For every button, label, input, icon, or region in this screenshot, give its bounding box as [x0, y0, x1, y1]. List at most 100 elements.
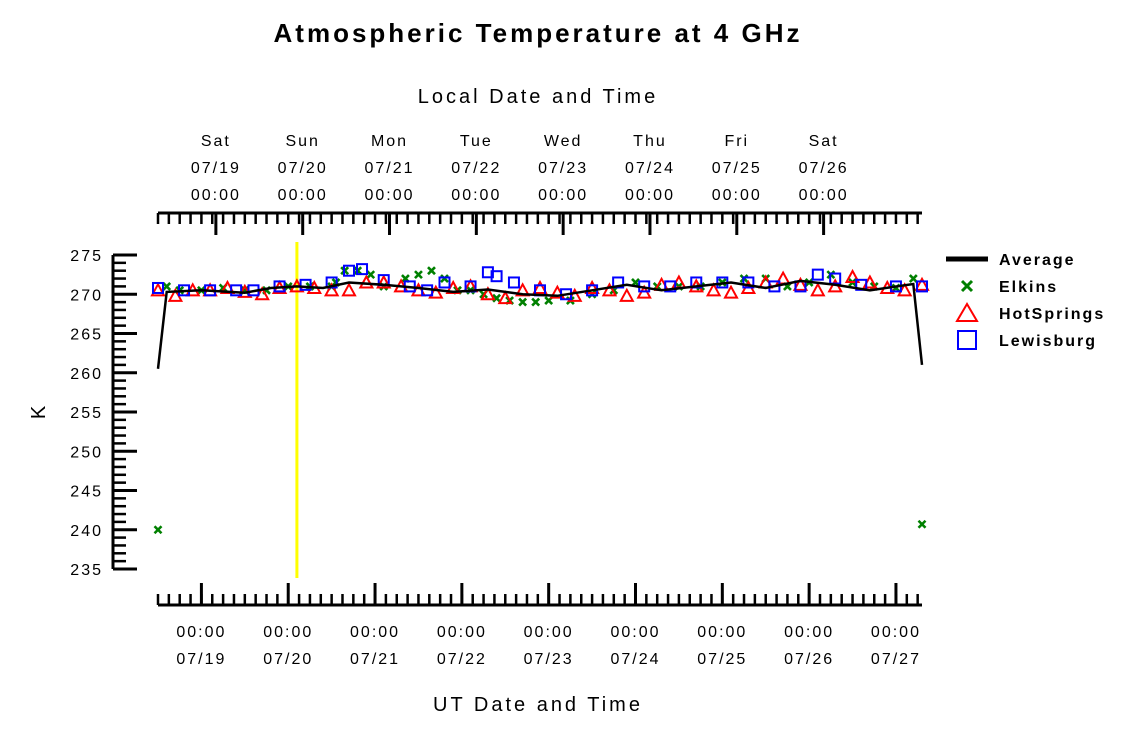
data-point-elkins	[531, 297, 541, 307]
data-point-lewisburg	[299, 278, 312, 291]
data-point-elkins	[908, 274, 918, 283]
data-point-elkins	[427, 266, 436, 276]
top-tick-day: Thu	[633, 133, 667, 150]
bottom-tick-time: 00:00	[263, 624, 313, 641]
legend-item-average: Average	[946, 252, 1074, 269]
top-tick-time: 00:00	[278, 187, 328, 204]
legend-label: Elkins	[999, 279, 1058, 296]
bottom-axis-ticks: 00:00 07/19 00:00 07/20 00:00 07/21 00:00 07/22…	[156, 583, 921, 668]
axes-group	[111, 211, 922, 607]
y-tick-label: 235	[70, 562, 103, 579]
top-tick-date: 07/23	[538, 160, 588, 177]
marker-stroke	[587, 289, 597, 299]
top-tick-day: Sat	[201, 133, 231, 150]
data-point-elkins	[917, 519, 927, 529]
marker-stroke	[366, 270, 376, 280]
legend-item-hotsprings: HotSprings	[955, 302, 1103, 323]
bottom-tick-time: 00:00	[350, 624, 400, 641]
data-point-lewisburg	[664, 280, 677, 293]
bottom-tick-date: 07/23	[524, 651, 574, 668]
data-point-hotsprings	[705, 282, 722, 297]
legend: Average Elkins HotSprings Lewisburg	[946, 252, 1103, 350]
top-tick-date: 07/21	[364, 160, 414, 177]
top-axis-ticks: Sat 07/19 00:00 Sun 07/20 00:00 Mon 07/21 00:00 T…	[156, 133, 919, 235]
data-point-hotsprings	[584, 279, 600, 294]
bottom-tick-time: 00:00	[176, 624, 226, 641]
top-tick-date: 07/24	[625, 160, 675, 177]
top-tick-day: Fri	[724, 133, 749, 150]
x-axis-title: UT Date and Time	[433, 694, 643, 716]
data-point-hotsprings	[601, 282, 618, 297]
top-tick-date: 07/19	[191, 160, 241, 177]
top-tick-date: 07/20	[278, 160, 328, 177]
top-tick-time: 00:00	[451, 187, 501, 204]
bottom-tick-time: 00:00	[871, 624, 921, 641]
y-tick-label: 270	[70, 287, 103, 304]
data-point-lewisburg	[325, 276, 338, 289]
data-point-hotsprings	[480, 286, 496, 301]
chart-title: Atmospheric Temperature at 4 GHz	[274, 18, 803, 48]
legend-swatch-triangle	[955, 302, 979, 322]
bottom-tick-date: 07/24	[610, 651, 660, 668]
data-point-lewisburg	[811, 268, 824, 281]
data-point-hotsprings	[150, 282, 166, 297]
data-point-lewisburg	[490, 270, 503, 283]
y-tick-label: 260	[70, 366, 103, 383]
data-point-elkins	[440, 274, 449, 283]
data-point-lewisburg	[742, 276, 755, 289]
data-point-lewisburg	[481, 266, 494, 279]
legend-item-elkins: Elkins	[960, 279, 1058, 296]
bottom-tick-time: 00:00	[784, 624, 834, 641]
data-point-lewisburg	[612, 276, 625, 289]
top-tick-date: 07/25	[712, 160, 762, 177]
marker-stroke	[531, 297, 541, 307]
data-point-elkins	[492, 293, 502, 303]
y-tick-label: 245	[70, 484, 103, 501]
bottom-tick-date: 07/19	[176, 651, 226, 668]
data-point-lewisburg	[343, 264, 355, 277]
data-point-lewisburg	[356, 263, 369, 276]
data-point-elkins	[366, 270, 376, 280]
marker-stroke	[492, 293, 502, 303]
series-elkins	[153, 266, 927, 535]
legend-label: Lewisburg	[999, 333, 1097, 350]
data-point-lewisburg	[916, 280, 928, 293]
bottom-tick-date: 07/21	[350, 651, 400, 668]
top-tick-time: 00:00	[364, 187, 414, 204]
data-point-hotsprings	[792, 276, 809, 291]
data-point-hotsprings	[844, 268, 861, 283]
data-point-hotsprings	[358, 274, 375, 289]
bottom-tick-date: 07/20	[263, 651, 313, 668]
series-average-line	[156, 279, 924, 369]
marker-stroke	[414, 270, 423, 280]
plot-area	[150, 263, 930, 535]
y-axis-ticks: 235 240 245 250 255 260 265 270 275	[70, 248, 137, 579]
top-tick-day: Mon	[371, 133, 408, 150]
data-point-elkins	[414, 270, 423, 280]
marker-stroke	[518, 297, 528, 307]
y-tick-label: 275	[70, 248, 103, 265]
top-tick-time: 00:00	[712, 187, 762, 204]
data-point-hotsprings	[810, 282, 826, 297]
top-tick-day: Sat	[809, 133, 839, 150]
top-tick-date: 07/22	[451, 160, 501, 177]
legend-swatch-x	[960, 279, 974, 293]
top-tick-time: 00:00	[799, 187, 849, 204]
marker-stroke	[153, 525, 163, 535]
bottom-tick-time: 00:00	[524, 624, 574, 641]
data-point-lewisburg	[230, 284, 243, 297]
marker-stroke	[440, 274, 449, 283]
bottom-tick-date: 07/27	[871, 651, 921, 668]
data-point-hotsprings	[723, 284, 739, 299]
top-tick-time: 00:00	[625, 187, 675, 204]
bottom-tick-date: 07/26	[784, 651, 834, 668]
data-point-lewisburg	[152, 281, 164, 294]
bottom-tick-date: 07/22	[437, 651, 487, 668]
data-point-hotsprings	[497, 290, 513, 305]
y-tick-label: 255	[70, 405, 103, 422]
legend-swatch-square	[957, 330, 977, 350]
y-tick-label: 265	[70, 327, 103, 344]
marker-stroke	[427, 266, 436, 276]
bottom-tick-time: 00:00	[610, 624, 660, 641]
